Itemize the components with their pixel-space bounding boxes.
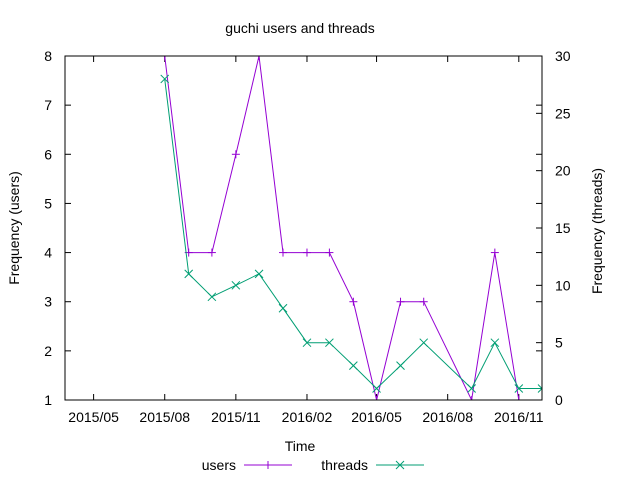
data-point-users bbox=[302, 248, 311, 257]
legend: users threads bbox=[202, 457, 424, 473]
data-point-threads-d2 bbox=[467, 384, 477, 393]
data-point-users bbox=[372, 396, 381, 400]
data-point-threads-d2 bbox=[349, 361, 358, 370]
data-point-threads-d2 bbox=[278, 303, 288, 313]
data-point-users bbox=[255, 56, 264, 60]
data-point-threads-d2 bbox=[514, 384, 524, 393]
y-tick-label: 8 bbox=[44, 48, 52, 64]
y-tick-label: 1 bbox=[44, 392, 52, 408]
legend-label-threads: threads bbox=[321, 457, 368, 473]
data-point-users bbox=[279, 248, 288, 257]
data-point-threads-d2 bbox=[254, 269, 264, 279]
data-point-users bbox=[160, 56, 169, 60]
y2-tick-label: 25 bbox=[555, 105, 571, 121]
y2-tick-label: 10 bbox=[555, 277, 571, 293]
series-line-threads bbox=[164, 78, 542, 390]
x-axis-label: Time bbox=[285, 438, 316, 454]
y-tick-label: 2 bbox=[44, 343, 52, 359]
data-point-threads-d2 bbox=[325, 338, 334, 348]
data-point-threads-d2 bbox=[396, 361, 405, 370]
data-point-threads-d2 bbox=[302, 338, 312, 348]
y-tick-label: 6 bbox=[44, 146, 52, 162]
plot-frame bbox=[64, 55, 543, 401]
data-point-threads-d2 bbox=[184, 269, 194, 279]
data-point-threads-d2 bbox=[372, 384, 381, 393]
y-tick-label: 4 bbox=[44, 245, 52, 261]
data-point-users bbox=[467, 396, 476, 400]
y2-tick-label: 20 bbox=[555, 163, 571, 179]
y-tick-label: 5 bbox=[44, 195, 52, 211]
data-point-threads bbox=[490, 338, 500, 348]
y-tick-label: 7 bbox=[44, 97, 52, 113]
data-point-users bbox=[349, 297, 358, 306]
x-tick-label: 2016/08 bbox=[422, 409, 473, 425]
data-point-threads bbox=[349, 361, 358, 370]
data-point-threads bbox=[419, 338, 429, 348]
y2-tick-label: 5 bbox=[555, 335, 563, 351]
data-point-threads bbox=[467, 384, 477, 393]
series-line-users bbox=[164, 56, 542, 400]
data-point-users bbox=[514, 396, 523, 400]
data-point-users bbox=[207, 248, 216, 257]
data-point-threads bbox=[372, 384, 381, 393]
data-point-users bbox=[231, 150, 240, 159]
data-point-users bbox=[419, 297, 428, 306]
x-tick-label: 2015/08 bbox=[139, 409, 190, 425]
data-point-threads bbox=[302, 338, 312, 348]
data-point-threads bbox=[278, 303, 288, 313]
data-point-threads-d1 bbox=[537, 384, 542, 390]
data-point-users bbox=[396, 297, 405, 306]
data-point-threads-d2 bbox=[419, 338, 429, 348]
x-tick-label: 2016/02 bbox=[282, 409, 333, 425]
data-point-threads bbox=[184, 269, 194, 279]
legend-label-users: users bbox=[202, 457, 236, 473]
data-point-threads bbox=[231, 280, 241, 290]
data-point-threads-d2 bbox=[490, 338, 500, 348]
data-point-threads-d2 bbox=[160, 74, 170, 84]
x-tick-label: 2016/05 bbox=[351, 409, 402, 425]
x-tick-label: 2015/11 bbox=[211, 409, 261, 425]
x-tick-label: 2016/11 bbox=[494, 409, 544, 425]
chart-title: guchi users and threads bbox=[225, 20, 374, 36]
data-point-threads bbox=[537, 384, 542, 393]
data-point-threads bbox=[514, 384, 524, 393]
x-tick-label: 2015/05 bbox=[68, 409, 119, 425]
y2-tick-label: 30 bbox=[555, 48, 571, 64]
data-point-threads-d2 bbox=[207, 292, 217, 302]
y2-tick-label: 15 bbox=[555, 220, 571, 236]
y-axis-label: Frequency (users) bbox=[6, 171, 22, 285]
data-point-threads bbox=[396, 361, 405, 370]
axes: 1 2 3 4 5 6 7 8 0 5 10 15 20 25 30 2015/05 2015/08 2015/1… bbox=[44, 48, 571, 425]
data-point-threads bbox=[325, 338, 334, 348]
legend-marker-threads-d2 bbox=[395, 460, 405, 470]
legend-marker-users bbox=[264, 461, 272, 469]
series-layer bbox=[160, 56, 542, 400]
y2-tick-label: 0 bbox=[555, 392, 563, 408]
legend-marker-threads bbox=[395, 460, 405, 470]
data-point-users bbox=[490, 248, 499, 257]
data-point-users bbox=[325, 248, 334, 257]
data-point-threads bbox=[254, 269, 264, 279]
data-point-threads bbox=[160, 74, 170, 84]
y-tick-label: 3 bbox=[44, 294, 52, 310]
data-point-threads bbox=[207, 292, 217, 302]
y2-axis-label: Frequency (threads) bbox=[589, 168, 605, 294]
data-point-threads-d2 bbox=[537, 387, 542, 393]
data-point-threads-d2 bbox=[231, 280, 241, 290]
